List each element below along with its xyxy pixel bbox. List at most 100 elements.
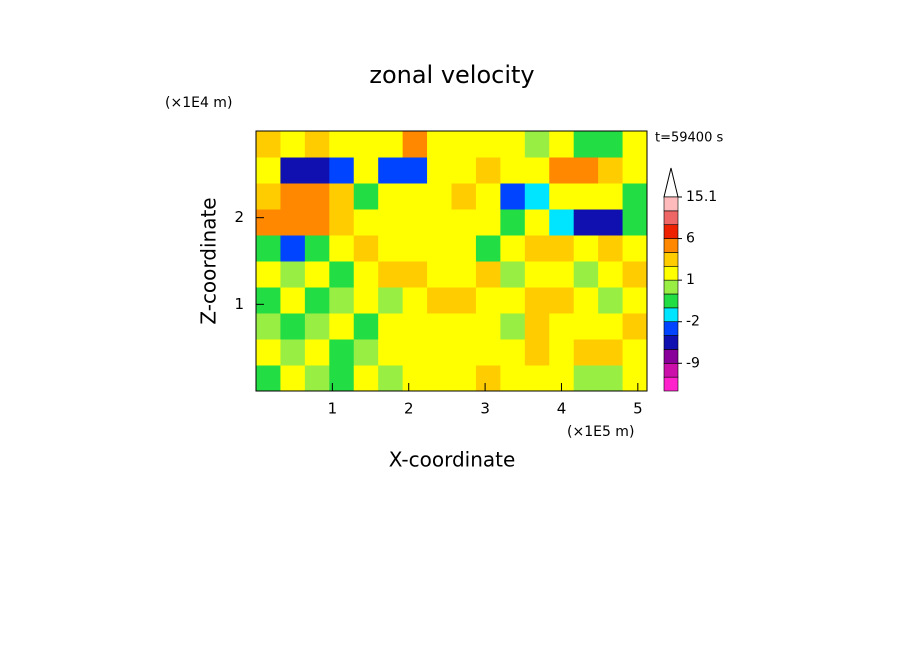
annotation: t=59400 s xyxy=(655,131,723,146)
field-cell xyxy=(280,339,306,366)
field-cell xyxy=(256,287,281,314)
colorbar-band xyxy=(663,362,679,378)
field-cell xyxy=(329,235,355,262)
y-tick-label: 1 xyxy=(234,295,244,313)
field-cell xyxy=(622,287,648,314)
field-cell xyxy=(573,209,599,236)
field-cell xyxy=(598,131,624,158)
field-cell xyxy=(402,183,428,210)
field-cell xyxy=(353,339,379,366)
colorbar-band xyxy=(663,279,679,295)
field-cell xyxy=(500,339,526,366)
field-cell xyxy=(475,339,501,366)
field-cell xyxy=(475,157,501,184)
field-cell xyxy=(353,235,379,262)
y-axis-label: Z-coordinate xyxy=(197,197,221,324)
chart-title: zonal velocity xyxy=(369,61,534,89)
field-cell xyxy=(524,183,550,210)
field-cell xyxy=(378,287,404,314)
field-cell xyxy=(451,183,477,210)
field-cell xyxy=(549,183,575,210)
colorbar: -9 -2 1 6 15.1 xyxy=(663,189,717,392)
field-cell xyxy=(573,235,599,262)
field-cell xyxy=(622,235,648,262)
colorbar-band xyxy=(663,349,679,364)
field-cell xyxy=(304,287,330,314)
field-cell xyxy=(329,131,355,158)
y-tick-label: 2 xyxy=(234,208,244,226)
colorbar-tick-label: -9 xyxy=(686,355,700,371)
field-cell xyxy=(598,261,624,288)
field-cell xyxy=(378,157,404,184)
field-cell xyxy=(329,261,355,288)
field-cell xyxy=(402,365,428,392)
field-cell xyxy=(280,183,306,210)
field-cell xyxy=(353,287,379,314)
field-cell xyxy=(304,235,330,262)
plot-frame xyxy=(255,130,648,392)
field-cell xyxy=(475,235,501,262)
field-cell xyxy=(475,261,501,288)
field-cell xyxy=(622,365,648,392)
field-cell xyxy=(402,157,428,184)
field-cell xyxy=(622,261,648,288)
colorbar-band xyxy=(663,335,679,350)
field-cell xyxy=(353,313,379,340)
field-cell xyxy=(622,183,648,210)
field-cell xyxy=(329,209,355,236)
field-cell xyxy=(378,209,404,236)
field-cell xyxy=(280,131,306,158)
x-unit: (×1E5 m) xyxy=(567,424,634,440)
field-cell xyxy=(500,365,526,392)
field-cell xyxy=(451,209,477,236)
field-cell xyxy=(280,313,306,340)
field-cell xyxy=(280,287,306,314)
field-cell xyxy=(280,235,306,262)
field-cell xyxy=(353,131,379,158)
field-cell xyxy=(500,209,526,236)
field-cell xyxy=(353,157,379,184)
field-cell xyxy=(256,157,281,184)
field-cell xyxy=(475,287,501,314)
field-cell xyxy=(549,235,575,262)
field-cell xyxy=(304,339,330,366)
field-cell xyxy=(304,209,330,236)
field-cell xyxy=(573,261,599,288)
field-cell xyxy=(329,365,355,392)
field-cell xyxy=(402,313,428,340)
x-tick-label: 3 xyxy=(480,400,490,418)
colorbar-band xyxy=(663,376,679,392)
field-cell xyxy=(378,339,404,366)
field-cell xyxy=(353,261,379,288)
field-cell xyxy=(427,235,452,262)
x-tick-label: 2 xyxy=(404,400,414,418)
colorbar-band xyxy=(663,307,679,323)
colorbar-band xyxy=(663,210,679,226)
field-cell xyxy=(304,183,330,210)
field-cell xyxy=(256,235,281,262)
field-cell xyxy=(256,365,281,392)
field-cell xyxy=(427,365,452,392)
field-cell xyxy=(402,339,428,366)
field-cell xyxy=(475,183,501,210)
colorbar-extension xyxy=(663,167,679,198)
x-axis-label: X-coordinate xyxy=(389,448,516,472)
field-cell xyxy=(500,313,526,340)
field-cell xyxy=(256,313,281,340)
field-cell xyxy=(427,183,452,210)
field-cell xyxy=(451,235,477,262)
field-cell xyxy=(402,209,428,236)
field-cell xyxy=(524,313,550,340)
x-tick-label: 4 xyxy=(557,400,567,418)
field-cell xyxy=(500,261,526,288)
colorbar-band xyxy=(663,224,679,239)
field-cell xyxy=(256,183,281,210)
field-cell xyxy=(256,131,281,158)
field-cell xyxy=(598,339,624,366)
field-cell xyxy=(280,209,306,236)
field-cell xyxy=(304,313,330,340)
colorbar-band xyxy=(663,238,679,253)
field-cell xyxy=(475,131,501,158)
field-cell xyxy=(353,365,379,392)
